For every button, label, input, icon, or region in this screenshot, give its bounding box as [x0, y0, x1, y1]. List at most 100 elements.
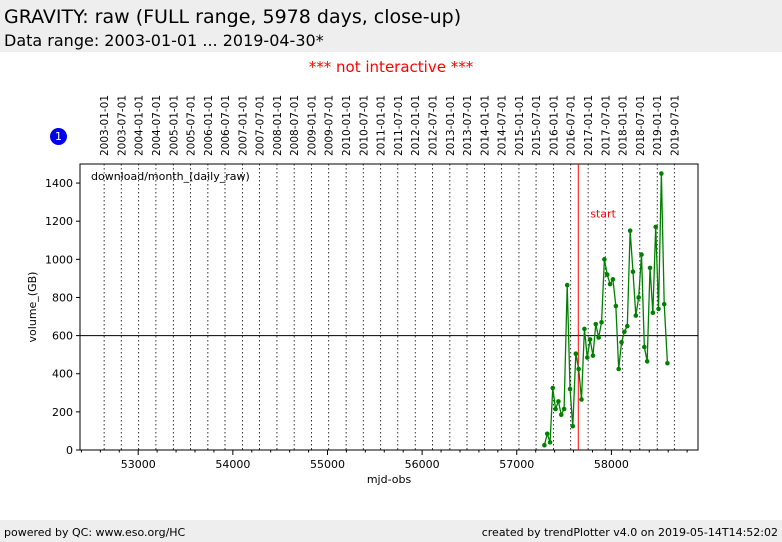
data-point [553, 406, 558, 412]
x-tick-label: 56000 [405, 458, 440, 471]
data-point [550, 385, 556, 391]
data-point [622, 329, 627, 335]
data-point [639, 252, 644, 257]
y-tick-label: 1200 [45, 215, 73, 228]
plot-number-badge: 1 [50, 128, 67, 145]
header: GRAVITY: raw (FULL range, 5978 days, clo… [0, 0, 782, 52]
data-point [607, 281, 613, 287]
top-date-label: 2010-07-01 [358, 95, 370, 156]
data-point [596, 335, 601, 340]
top-date-label: 2004-07-01 [151, 95, 163, 156]
x-tick-label: 58000 [594, 458, 629, 471]
x-tick-label: 54000 [215, 458, 250, 471]
top-date-label: 2003-01-01 [99, 95, 111, 156]
top-date-label: 2017-07-01 [600, 95, 612, 156]
top-date-label: 2015-01-01 [514, 95, 526, 156]
data-point [665, 360, 670, 366]
data-point [647, 265, 653, 271]
data-point [564, 282, 570, 288]
data-point [659, 171, 664, 176]
top-date-label: 2007-01-01 [237, 95, 249, 156]
top-date-label: 2019-01-01 [652, 95, 664, 156]
top-date-label: 2003-07-01 [116, 95, 128, 156]
y-tick-label: 200 [52, 406, 73, 419]
data-point [604, 272, 610, 277]
y-tick-label: 600 [52, 330, 73, 343]
y-tick-label: 1400 [45, 177, 73, 190]
data-point [587, 337, 593, 342]
top-date-label: 2018-01-01 [618, 95, 630, 156]
data-point [602, 257, 607, 262]
data-point [656, 306, 661, 312]
data-point [644, 359, 650, 364]
not-interactive-notice: *** not interactive *** [308, 58, 474, 76]
x-tick-label: 55000 [310, 458, 345, 471]
data-point [582, 326, 587, 332]
start-marker-label: start [590, 207, 616, 220]
data-point [542, 442, 547, 448]
data-point [636, 295, 641, 300]
top-date-label: 2019-07-01 [669, 95, 681, 156]
data-point [556, 399, 561, 404]
data-point [570, 423, 576, 429]
data-point [576, 366, 581, 372]
plot-frame [79, 163, 699, 451]
top-date-label: 2006-01-01 [203, 95, 215, 156]
top-date-label: 2017-01-01 [583, 95, 595, 156]
data-point [661, 301, 667, 307]
top-date-label: 2012-07-01 [427, 95, 439, 156]
series-line [543, 173, 669, 446]
top-date-label: 2009-01-01 [307, 95, 319, 156]
top-date-label: 2006-07-01 [220, 95, 232, 156]
data-point [599, 319, 604, 325]
footer-created-by: created by trendPlotter v4.0 on 2019-05-… [481, 526, 778, 539]
top-date-label: 2011-01-01 [376, 95, 388, 156]
data-point [584, 355, 590, 360]
chart-annotation: download/month_(daily_raw) [91, 170, 250, 183]
data-point [633, 313, 639, 318]
top-date-label: 2013-07-01 [462, 95, 474, 156]
data-point [616, 366, 621, 372]
data-point [642, 344, 647, 350]
data-point [579, 397, 584, 402]
top-date-label: 2010-01-01 [341, 95, 353, 156]
x-tick-label: 53000 [121, 458, 156, 471]
top-date-label: 2014-01-01 [479, 95, 491, 156]
top-date-label: 2009-07-01 [324, 95, 336, 156]
page-title: GRAVITY: raw (FULL range, 5978 days, clo… [4, 6, 462, 28]
top-date-label: 2015-07-01 [531, 95, 543, 156]
top-date-label: 2004-01-01 [134, 95, 146, 156]
data-range-subtitle: Data range: 2003-01-01 ... 2019-04-30* [4, 31, 324, 50]
data-point [544, 431, 550, 437]
y-tick-label: 0 [66, 444, 73, 457]
y-tick-label: 400 [52, 368, 73, 381]
y-axis-label: volume_(GB) [26, 272, 39, 343]
data-point [650, 310, 656, 316]
top-date-label: 2014-07-01 [497, 95, 509, 156]
x-tick-label: 57000 [499, 458, 534, 471]
data-point [613, 303, 619, 309]
data-point [627, 228, 633, 234]
data-point [593, 321, 599, 327]
data-point [547, 440, 553, 445]
y-tick-label: 800 [52, 291, 73, 304]
top-date-label: 2005-01-01 [168, 95, 180, 156]
footer: powered by QC: www.eso.org/HC created by… [0, 520, 782, 542]
data-point [625, 323, 630, 329]
top-date-label: 2012-01-01 [410, 95, 422, 156]
x-axis-label: mjd-obs [367, 473, 412, 486]
footer-powered-by: powered by QC: www.eso.org/HC [4, 526, 186, 539]
data-point [561, 406, 567, 412]
y-tick-label: 1000 [45, 253, 73, 266]
top-date-label: 2008-01-01 [272, 95, 284, 156]
data-point [573, 351, 579, 357]
top-date-label: 2016-07-01 [566, 95, 578, 156]
top-date-label: 2008-07-01 [289, 95, 301, 156]
data-point [630, 269, 636, 275]
top-date-label: 2016-01-01 [548, 95, 560, 156]
data-point [558, 412, 564, 418]
data-point [653, 224, 658, 230]
top-date-label: 2018-07-01 [635, 95, 647, 156]
top-date-label: 2005-07-01 [185, 95, 197, 156]
